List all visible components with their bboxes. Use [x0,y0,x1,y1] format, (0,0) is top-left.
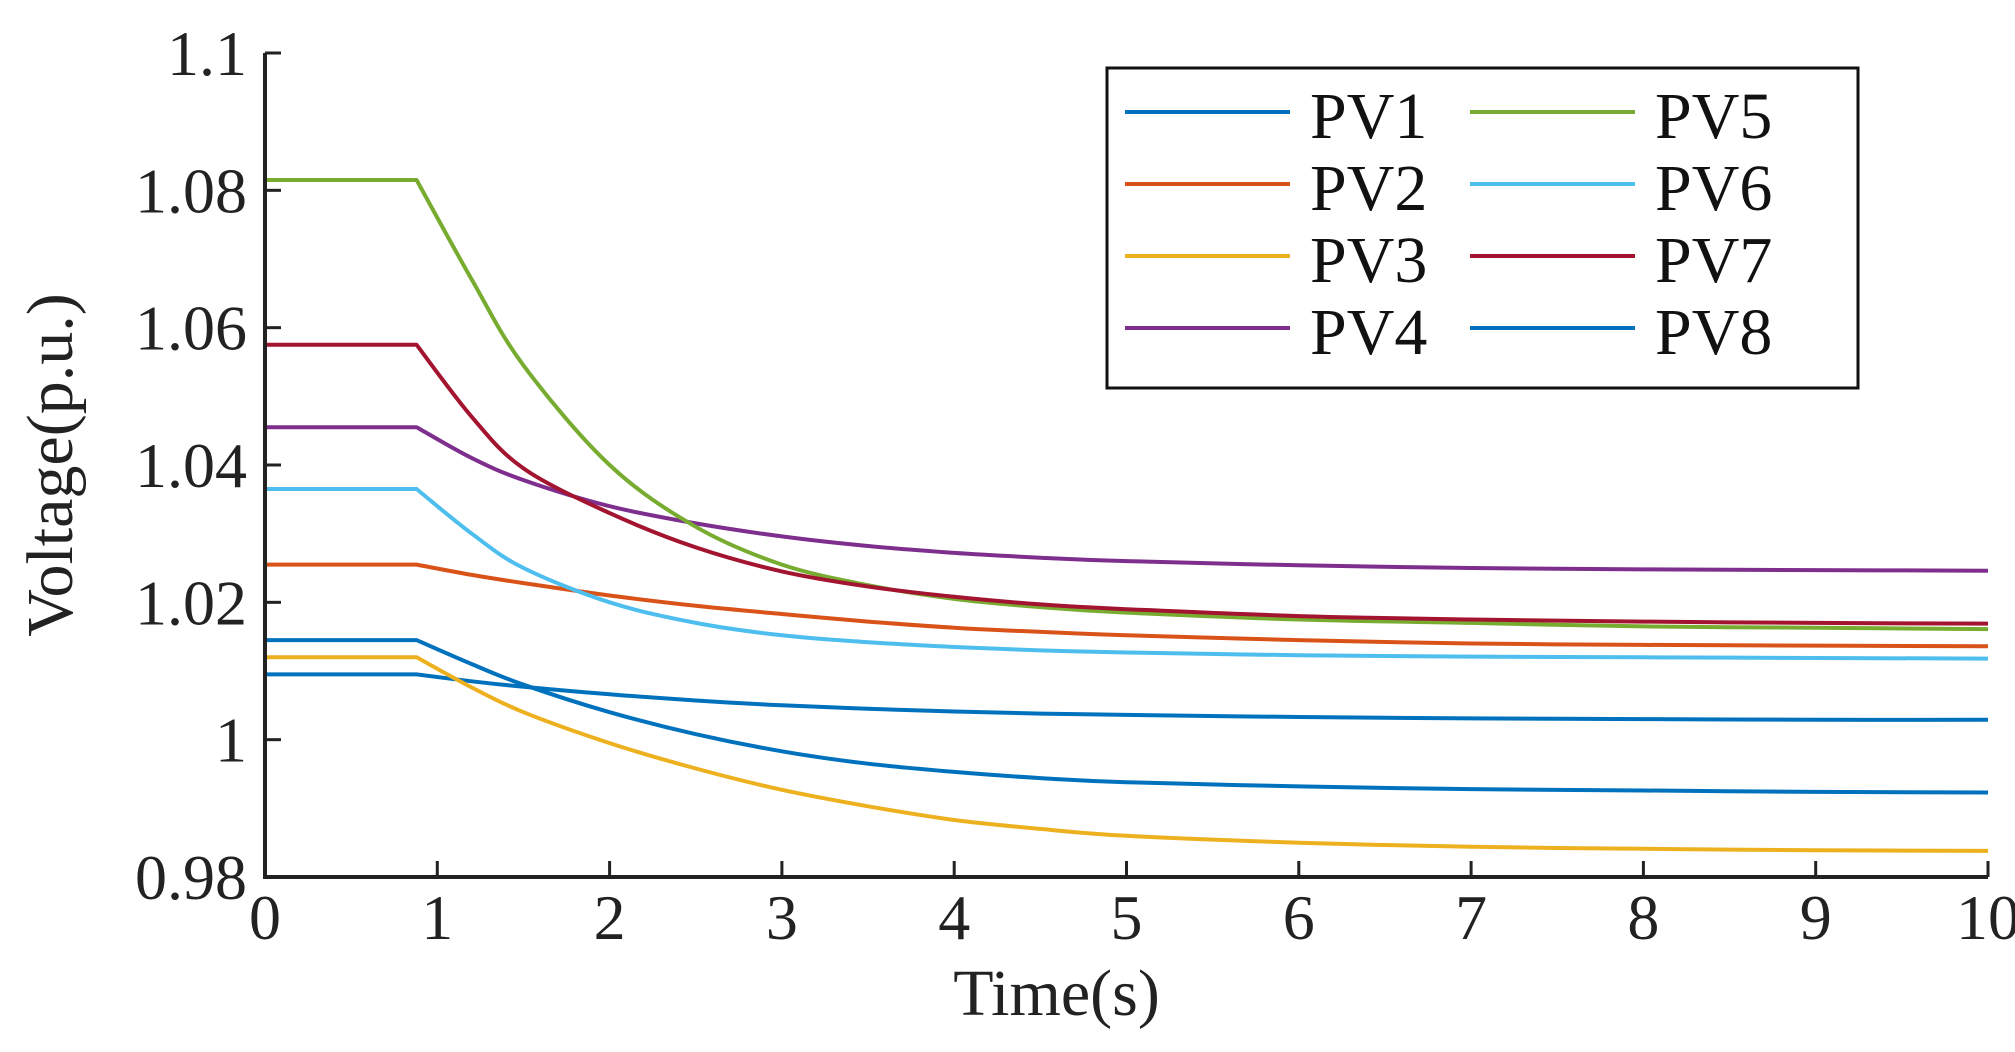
x-tick-label: 5 [1111,882,1143,953]
x-tick-label: 10 [1956,882,2015,953]
x-tick-label: 0 [249,882,281,953]
series-line-pv3 [265,655,1989,853]
legend-label-pv6: PV6 [1655,152,1772,225]
series-line-pv4 [265,425,1989,573]
series-line-pv5 [265,178,1989,632]
series-line-pv1 [265,672,1989,722]
legend-label-pv1: PV1 [1310,80,1427,153]
series-line-pv2 [265,562,1989,649]
x-tick-label: 4 [938,882,970,953]
series-line-pv8 [265,638,1989,795]
legend-label-pv8: PV8 [1655,296,1772,369]
x-tick-label: 9 [1800,882,1832,953]
legend-label-pv4: PV4 [1310,296,1427,369]
series-layer [265,178,1989,853]
legend-box [1105,66,1860,390]
x-axis-label: Time(s) [953,957,1160,1030]
y-tick-label: 1.1 [167,18,247,89]
y-tick-label: 1.04 [135,430,247,501]
x-tick-label: 2 [594,882,626,953]
legend-label-pv3: PV3 [1310,224,1427,297]
y-tick-label: 0.98 [135,842,247,913]
series-line-pv6 [265,487,1989,661]
legend-label-pv2: PV2 [1310,152,1427,225]
legend-label-pv7: PV7 [1655,224,1772,297]
series-line-pv7 [265,342,1989,626]
x-tick-label: 6 [1283,882,1315,953]
x-tick-label: 8 [1627,882,1659,953]
ticks-layer: 0 1 2 3 4 5 6 7 8 9 10 0.98 1 1.02 1.04 1.06 1.08 1.1 [135,18,2015,953]
x-tick-label: 1 [421,882,453,953]
y-tick-label: 1.08 [135,155,247,226]
legend-label-pv5: PV5 [1655,80,1772,153]
x-tick-label: 3 [766,882,798,953]
y-tick-label: 1.06 [135,293,247,364]
y-tick-label: 1 [215,705,247,776]
y-axis-label: Voltage(p.u.) [14,293,87,636]
x-tick-label: 7 [1455,882,1487,953]
y-tick-label: 1.02 [135,567,247,638]
